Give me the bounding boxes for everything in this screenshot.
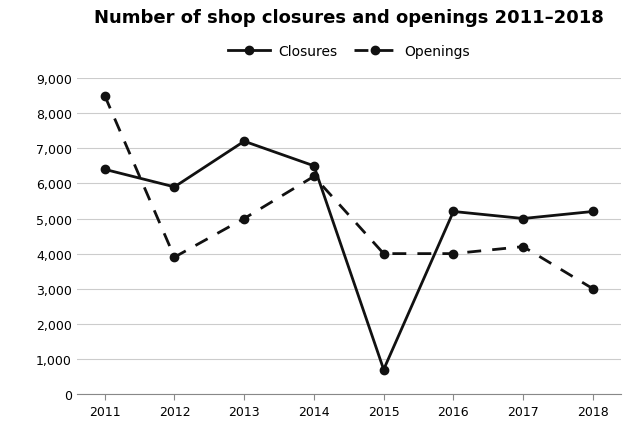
- Openings: [171, 255, 179, 260]
- Closures: [171, 185, 179, 190]
- Openings: [449, 251, 457, 257]
- Line: Openings: Openings: [100, 92, 597, 293]
- Legend: Closures, Openings: Closures, Openings: [228, 45, 470, 59]
- Closures: [310, 164, 318, 169]
- Closures: [241, 139, 248, 145]
- Openings: [589, 286, 596, 292]
- Openings: [380, 251, 387, 257]
- Closures: [519, 216, 527, 222]
- Openings: [519, 244, 527, 250]
- Closures: [101, 167, 109, 173]
- Openings: [241, 216, 248, 222]
- Openings: [101, 94, 109, 99]
- Title: Number of shop closures and openings 2011–2018: Number of shop closures and openings 201…: [94, 10, 604, 28]
- Closures: [589, 209, 596, 215]
- Closures: [380, 367, 387, 372]
- Openings: [310, 174, 318, 180]
- Closures: [449, 209, 457, 215]
- Line: Closures: Closures: [100, 138, 597, 374]
